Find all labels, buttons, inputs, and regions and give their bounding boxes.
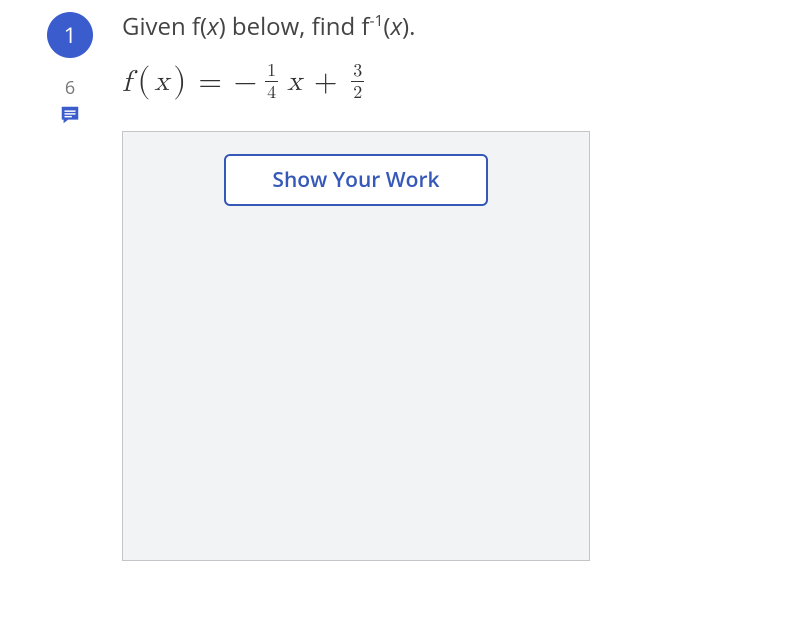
eq-plus: + xyxy=(314,64,337,100)
prompt-super: -1 xyxy=(369,9,383,31)
comment-count: 6 xyxy=(65,76,75,100)
eq-frac1-num: 1 xyxy=(265,62,278,81)
left-column: 1 6 xyxy=(40,10,100,561)
eq-frac2-den: 2 xyxy=(351,81,364,102)
eq-paren-close: ) xyxy=(173,61,186,102)
prompt-var: x xyxy=(390,10,402,43)
eq-x-arg: x xyxy=(154,65,169,99)
eq-frac1-den: 4 xyxy=(265,81,278,102)
prompt-text: ). xyxy=(402,10,415,43)
show-work-button[interactable]: Show Your Work xyxy=(224,154,488,206)
eq-neg: − xyxy=(234,64,257,100)
right-column: Given f(x) below, find f-1(x). f (x) = −… xyxy=(100,10,780,561)
eq-frac2-num: 3 xyxy=(351,62,364,81)
question-prompt: Given f(x) below, find f-1(x). xyxy=(122,10,780,44)
question-number: 1 xyxy=(64,20,77,50)
question-container: 1 6 Given f(x) below, find f-1(x). f (x)… xyxy=(0,0,800,581)
eq-f: f xyxy=(122,64,131,100)
eq-frac-2: 3 2 xyxy=(351,62,364,102)
prompt-text: Given f( xyxy=(122,10,207,43)
prompt-var: x xyxy=(207,10,219,43)
eq-paren-open: ( xyxy=(137,61,150,102)
work-area: Show Your Work xyxy=(122,131,590,561)
comment-block[interactable]: 6 xyxy=(59,76,81,126)
eq-frac-1: 1 4 xyxy=(265,62,278,102)
eq-equals: = xyxy=(198,64,221,100)
prompt-text: ) below, find f xyxy=(219,10,370,43)
eq-x-term: x xyxy=(287,65,302,99)
equation: f (x) = − 1 4 x + 3 2 xyxy=(122,62,780,103)
comment-icon xyxy=(59,104,81,126)
show-work-label: Show Your Work xyxy=(272,166,439,194)
question-number-badge: 1 xyxy=(47,12,93,58)
